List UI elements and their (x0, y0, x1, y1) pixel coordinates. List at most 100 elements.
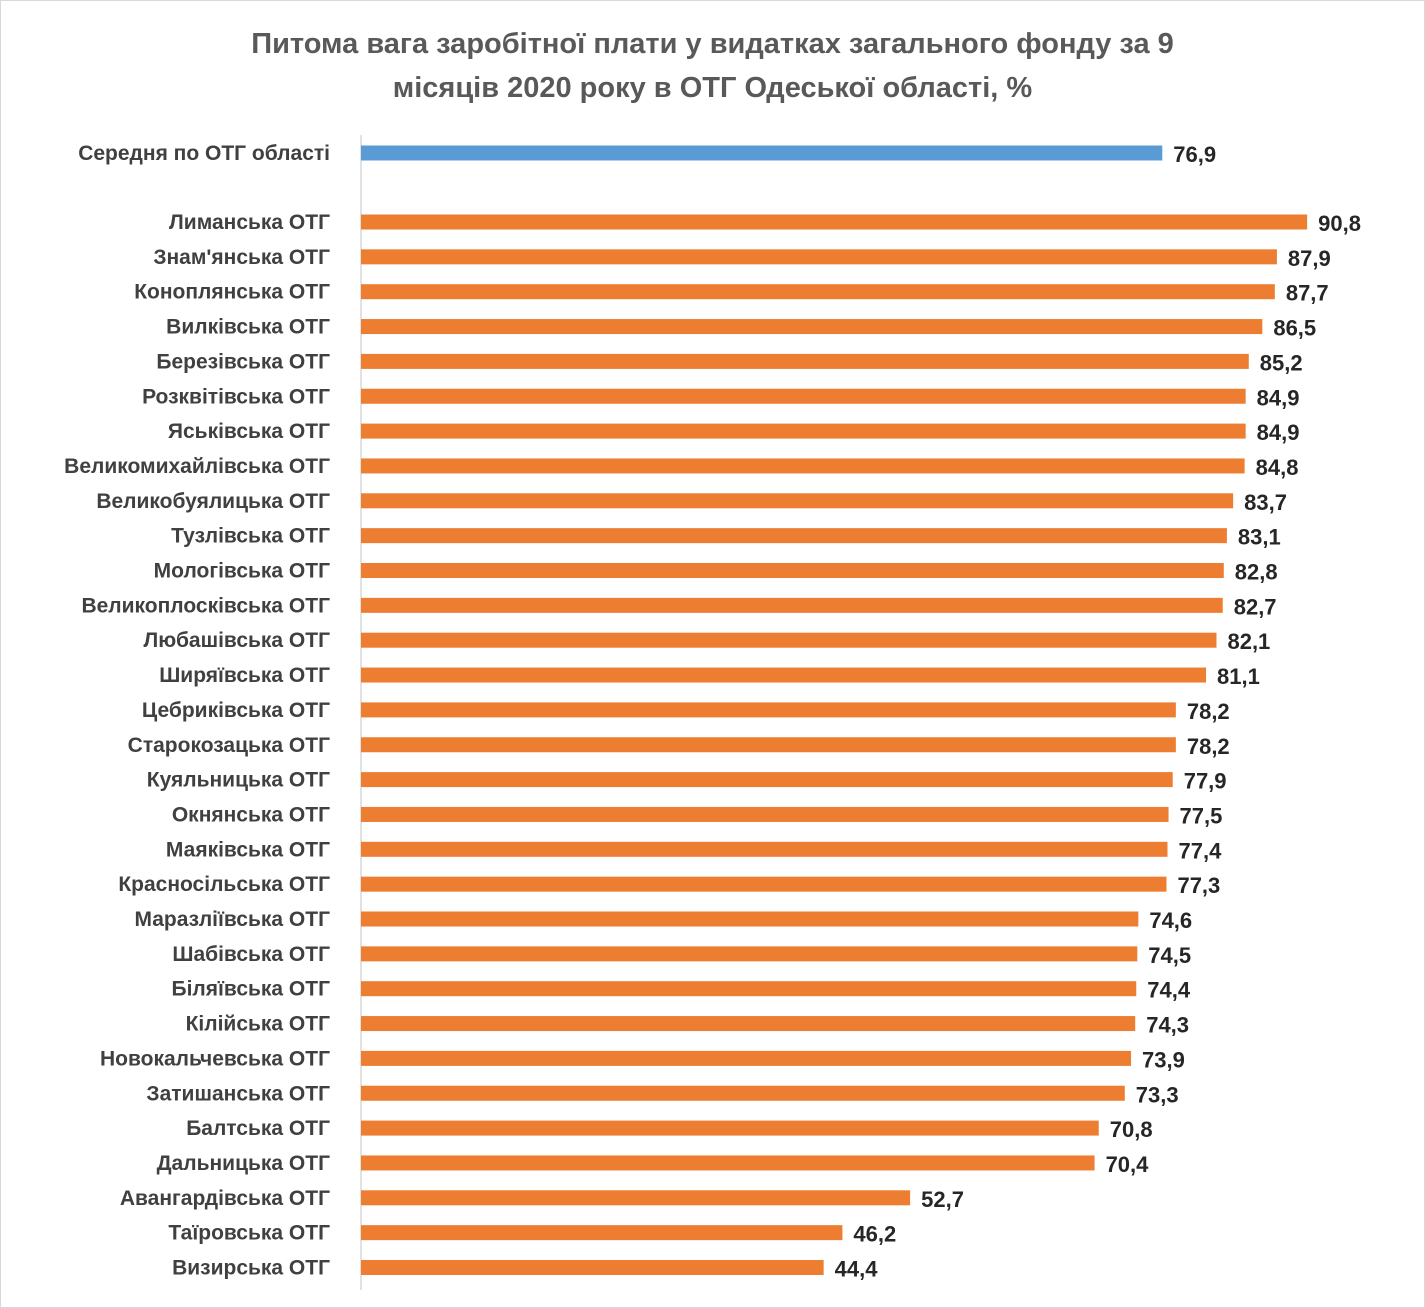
data-label: 84,8 (1256, 455, 1299, 480)
bar (361, 597, 1223, 613)
bar (361, 1016, 1136, 1032)
data-label: 82,8 (1235, 560, 1278, 585)
data-label: 84,9 (1257, 385, 1300, 410)
category-label: Балтська ОТГ (186, 1117, 330, 1140)
category-label: Красносільська ОТГ (118, 873, 330, 896)
data-label: 74,4 (1147, 978, 1191, 1003)
data-label-average: 76,9 (1173, 142, 1216, 167)
bar (361, 841, 1168, 857)
chart-title-line-1: Питома вага заробітної плати у видатках … (251, 28, 1174, 60)
category-label: Маяківська ОТГ (166, 838, 330, 861)
chart-title: Питома вага заробітної плати у видатках … (0, 22, 1425, 110)
bar (361, 458, 1245, 474)
bar (361, 1260, 824, 1275)
category-label: Новокальчевська ОТГ (100, 1047, 330, 1070)
data-label: 81,1 (1217, 664, 1260, 689)
data-label: 44,4 (835, 1257, 879, 1282)
bar (361, 353, 1249, 369)
data-label: 82,1 (1227, 629, 1270, 654)
bar (361, 214, 1308, 230)
category-label: Маразліївська ОТГ (134, 908, 330, 931)
category-label: Любашівська ОТГ (144, 629, 331, 652)
category-label: Коноплянська ОТГ (134, 281, 330, 304)
category-label: Мологівська ОТГ (154, 560, 330, 583)
category-label: Затишанська ОТГ (146, 1082, 330, 1105)
bar (361, 772, 1173, 788)
data-label: 70,4 (1106, 1152, 1150, 1177)
category-label: Дальницька ОТГ (157, 1152, 330, 1175)
bar (361, 702, 1176, 718)
data-label: 83,7 (1244, 490, 1287, 515)
bar (361, 667, 1207, 683)
category-label: Старокозацька ОТГ (128, 734, 330, 757)
data-label: 85,2 (1260, 350, 1303, 375)
category-label: Біляївська ОТГ (172, 978, 331, 1001)
data-label: 73,9 (1142, 1047, 1185, 1072)
category-label: Розквітівська ОТГ (142, 385, 330, 408)
bar (361, 1155, 1095, 1171)
category-label: Великомихайлівська ОТГ (64, 455, 330, 478)
bar (361, 876, 1167, 892)
data-label: 78,2 (1187, 699, 1230, 724)
data-label: 83,1 (1238, 525, 1281, 550)
category-label: Шабівська ОТГ (172, 943, 330, 966)
data-label: 70,8 (1110, 1117, 1153, 1142)
bar (361, 423, 1246, 439)
bar (361, 319, 1263, 335)
category-label-average: Середня по ОТГ області (78, 142, 330, 165)
data-label: 90,8 (1318, 211, 1361, 236)
bar (361, 1225, 843, 1241)
chart-title-line-2: місяців 2020 року в ОТГ Одеської області… (392, 72, 1033, 104)
bar (361, 981, 1137, 997)
bar (361, 737, 1176, 753)
data-label: 87,9 (1288, 246, 1331, 271)
data-label: 74,5 (1148, 943, 1191, 968)
category-label: Тузлівська ОТГ (171, 525, 330, 548)
category-label: Великоплосківська ОТГ (81, 594, 330, 617)
bar (361, 249, 1277, 265)
category-label: Великобуялицька ОТГ (96, 490, 330, 513)
category-label: Цебриківська ОТГ (142, 699, 330, 722)
data-label: 77,5 (1180, 803, 1223, 828)
data-label: 46,2 (853, 1222, 896, 1247)
category-label: Куяльницька ОТГ (147, 769, 330, 792)
data-label: 82,7 (1234, 594, 1277, 619)
category-label: Вилківська ОТГ (166, 316, 330, 339)
bar (361, 632, 1217, 648)
category-label: Яськівська ОТГ (168, 420, 330, 443)
bar (361, 1120, 1099, 1136)
data-label: 84,9 (1257, 420, 1300, 445)
bar (361, 911, 1139, 927)
bar (361, 493, 1234, 509)
data-label: 77,4 (1179, 838, 1223, 863)
bar (361, 1085, 1125, 1101)
category-label: Кілійська ОТГ (186, 1013, 331, 1036)
bar (361, 806, 1169, 822)
category-label: Визирська ОТГ (172, 1257, 330, 1280)
bar (361, 528, 1227, 544)
data-label: 52,7 (921, 1187, 964, 1212)
data-label: 73,3 (1136, 1082, 1179, 1107)
category-label: Лиманська ОТГ (169, 211, 330, 234)
bar (361, 1050, 1132, 1066)
bar-average (361, 145, 1163, 161)
data-label: 87,7 (1286, 281, 1329, 306)
bar (361, 946, 1138, 962)
data-label: 74,3 (1146, 1013, 1189, 1038)
category-label: Окнянська ОТГ (172, 803, 330, 826)
category-label: Авангардівська ОТГ (120, 1187, 330, 1210)
bar (361, 388, 1246, 404)
bar (361, 284, 1275, 300)
category-label: Таїровська ОТГ (168, 1222, 330, 1245)
data-label: 86,5 (1273, 316, 1316, 341)
category-label: Березівська ОТГ (156, 350, 330, 373)
data-label: 77,3 (1177, 873, 1220, 898)
category-label: Ширяївська ОТГ (159, 664, 330, 687)
data-label: 74,6 (1149, 908, 1192, 933)
bar (361, 1190, 911, 1206)
data-label: 77,9 (1184, 769, 1227, 794)
data-label: 78,2 (1187, 734, 1230, 759)
category-label: Знам'янська ОТГ (153, 246, 330, 269)
bar (361, 563, 1224, 578)
